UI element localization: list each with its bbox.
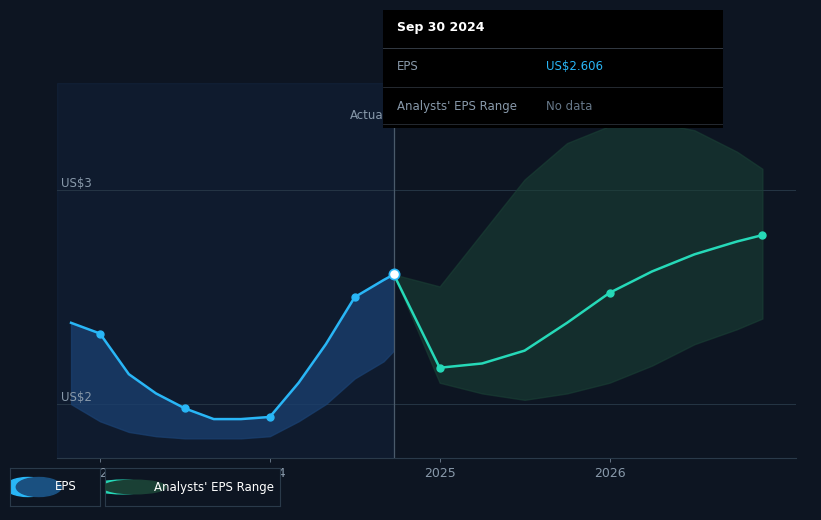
Text: Analysts Forecasts: Analysts Forecasts bbox=[401, 109, 511, 122]
Point bbox=[433, 363, 447, 372]
Point bbox=[264, 413, 277, 421]
Circle shape bbox=[16, 477, 62, 497]
Circle shape bbox=[91, 480, 154, 494]
Point bbox=[603, 289, 616, 297]
Text: Analysts' EPS Range: Analysts' EPS Range bbox=[154, 480, 274, 493]
Point bbox=[348, 293, 361, 301]
Point bbox=[388, 270, 401, 279]
Text: Analysts' EPS Range: Analysts' EPS Range bbox=[397, 100, 516, 113]
Text: US$2.606: US$2.606 bbox=[546, 60, 603, 73]
Bar bbox=[57, 83, 394, 458]
Text: EPS: EPS bbox=[55, 480, 76, 493]
Text: Actual: Actual bbox=[350, 109, 387, 122]
Text: EPS: EPS bbox=[397, 60, 419, 73]
Text: No data: No data bbox=[546, 100, 593, 113]
Point bbox=[94, 329, 107, 337]
Circle shape bbox=[103, 480, 166, 494]
Point bbox=[178, 404, 191, 412]
Text: Sep 30 2024: Sep 30 2024 bbox=[397, 21, 484, 34]
Point bbox=[756, 231, 769, 239]
Text: US$2: US$2 bbox=[61, 391, 92, 404]
Circle shape bbox=[6, 477, 51, 497]
Text: US$3: US$3 bbox=[61, 177, 92, 190]
